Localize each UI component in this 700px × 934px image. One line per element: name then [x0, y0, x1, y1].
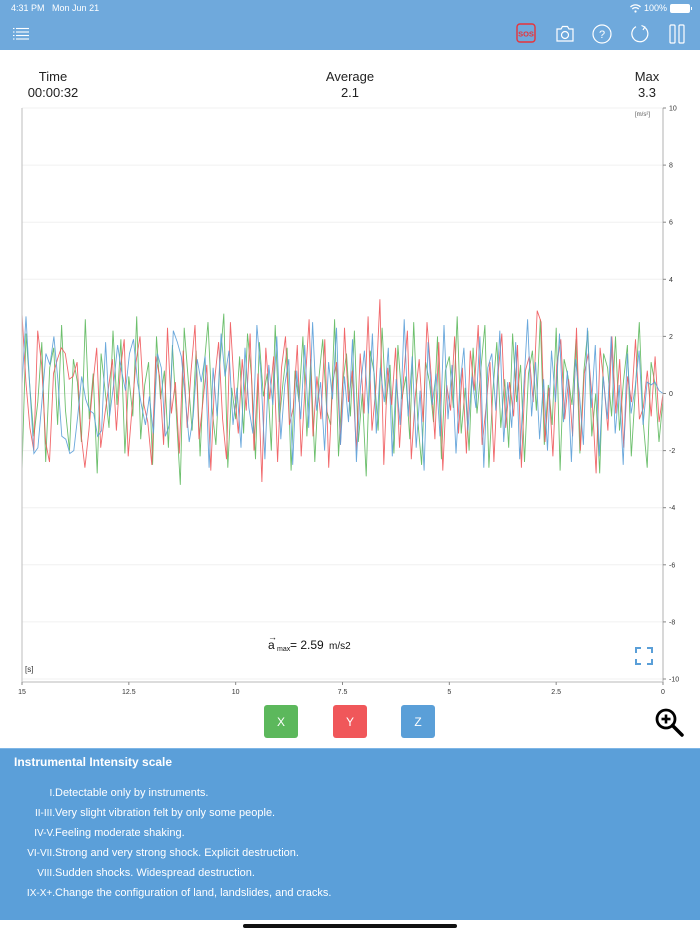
x-axis-toggle-button[interactable]: X: [264, 705, 298, 738]
status-time-date: 4:31 PM Mon Jun 21: [11, 3, 99, 13]
svg-text:-6: -6: [669, 562, 675, 569]
svg-text:10: 10: [669, 106, 677, 113]
battery-percent: 100%: [643, 3, 667, 13]
chart-plot: 10 8 6 4 2 0 -2 -4 -6 -8 -10 15 12.5 10 7.5 5 2.5 0 [m/s…: [18, 106, 679, 697]
home-indicator[interactable]: [243, 924, 457, 928]
svg-text:2: 2: [669, 334, 673, 341]
stat-time: Time 00:00:32: [18, 69, 88, 101]
list-icon: [13, 27, 29, 40]
intensity-scale-panel: Instrumental Intensity scale I.Detectabl…: [0, 748, 700, 920]
intensity-level: VIII.: [37, 868, 55, 879]
intensity-scale-title: Instrumental Intensity scale: [14, 755, 173, 769]
stat-average-label: Average: [325, 69, 375, 84]
pause-icon: [669, 24, 685, 44]
stat-max-value: 3.3: [637, 85, 657, 100]
intensity-row: VI-VII.Strong and very strong shock. Exp…: [0, 847, 299, 859]
stat-time-value: 00:00:32: [27, 85, 79, 100]
fullscreen-icon: [635, 647, 653, 665]
camera-button[interactable]: [554, 23, 576, 45]
y-axis-toggle-button[interactable]: Y: [333, 705, 367, 738]
svg-text:0: 0: [661, 689, 665, 696]
y-axis-ticks: 10 8 6 4 2 0 -2 -4 -6 -8 -10: [663, 106, 679, 684]
svg-text:12.5: 12.5: [122, 689, 136, 696]
intensity-description: Strong and very strong shock. Explicit d…: [55, 847, 299, 859]
refresh-icon: [631, 24, 649, 43]
svg-text:?: ?: [599, 29, 605, 41]
svg-text:10: 10: [232, 689, 240, 696]
svg-text:-4: -4: [669, 505, 675, 512]
menu-button[interactable]: [13, 27, 29, 40]
zoom-in-button[interactable]: [654, 707, 684, 737]
x-axis-ticks: 15 12.5 10 7.5 5 2.5 0: [18, 682, 665, 696]
svg-text:m/s2: m/s2: [329, 641, 351, 652]
question-icon: ?: [592, 24, 612, 44]
svg-text:8: 8: [669, 163, 673, 170]
sos-icon: SOS: [516, 23, 536, 43]
intensity-level: I.: [49, 788, 55, 799]
svg-text:max: max: [277, 646, 291, 653]
svg-text:-10: -10: [669, 677, 679, 684]
stat-average: Average 2.1: [310, 69, 390, 101]
top-bar: 4:31 PM Mon Jun 21 100% SOS ?: [0, 0, 700, 50]
svg-text:-8: -8: [669, 619, 675, 626]
zoom-in-icon: [655, 708, 684, 737]
reset-button[interactable]: [629, 23, 651, 45]
stat-max: Max 3.3: [622, 69, 672, 101]
intensity-row: IV-V.Feeling moderate shaking.: [0, 827, 185, 839]
help-button[interactable]: ?: [591, 23, 613, 45]
svg-text:-2: -2: [669, 448, 675, 455]
stat-average-value: 2.1: [340, 85, 360, 100]
svg-text:a: a: [268, 638, 275, 652]
camera-icon: [556, 25, 574, 42]
intensity-row: IX-X+.Change the configuration of land, …: [0, 887, 331, 899]
pause-button[interactable]: [666, 23, 688, 45]
wifi-icon: [630, 3, 641, 13]
series-z: [21, 316, 664, 471]
intensity-level: VI-VII.: [27, 848, 55, 859]
svg-text:5: 5: [447, 689, 451, 696]
intensity-description: Very slight vibration felt by only some …: [55, 807, 276, 819]
svg-text:4: 4: [669, 277, 673, 284]
svg-text:7.5: 7.5: [338, 689, 348, 696]
svg-text:15: 15: [18, 689, 26, 696]
svg-text:= 2.59: = 2.59: [290, 638, 324, 652]
series-y: [21, 299, 664, 483]
chart-series: [21, 299, 664, 485]
svg-text:0: 0: [669, 391, 673, 398]
svg-text:6: 6: [669, 220, 673, 227]
intensity-level: II-III.: [35, 808, 55, 819]
intensity-level: IX-X+.: [26, 888, 55, 899]
battery-icon: [670, 3, 692, 13]
intensity-row: I.Detectable only by instruments.: [0, 787, 208, 799]
intensity-description: Sudden shocks. Widespread destruction.: [55, 867, 255, 879]
stats-header: Time 00:00:32 Average 2.1 Max 3.3: [0, 69, 700, 103]
z-axis-toggle-button[interactable]: Z: [401, 705, 435, 738]
status-indicators: 100%: [630, 3, 692, 13]
intensity-row: II-III.Very slight vibration felt by onl…: [0, 807, 275, 819]
status-date: Mon Jun 21: [52, 3, 100, 13]
status-time: 4:31 PM: [11, 3, 45, 13]
sos-button[interactable]: SOS: [516, 23, 538, 45]
intensity-row: VIII.Sudden shocks. Widespread destructi…: [0, 867, 255, 879]
svg-text:2.5: 2.5: [551, 689, 561, 696]
stat-max-label: Max: [634, 69, 660, 84]
amax-annotation: a → max = 2.59 m/s2: [268, 632, 351, 653]
svg-text:→: →: [268, 632, 277, 642]
x-axis-unit-label: [s]: [25, 665, 33, 674]
svg-text:SOS: SOS: [518, 30, 534, 39]
y-axis-unit-label: [m/s²]: [635, 112, 650, 118]
intensity-description: Detectable only by instruments.: [55, 787, 209, 799]
intensity-level: IV-V.: [34, 828, 55, 839]
acceleration-chart[interactable]: 10 8 6 4 2 0 -2 -4 -6 -8 -10 15 12.5 10 7.5 5 2.5 0 [m/s…: [0, 100, 700, 700]
stat-time-label: Time: [38, 69, 68, 84]
intensity-description: Feeling moderate shaking.: [55, 827, 185, 839]
intensity-description: Change the configuration of land, landsl…: [55, 887, 332, 899]
